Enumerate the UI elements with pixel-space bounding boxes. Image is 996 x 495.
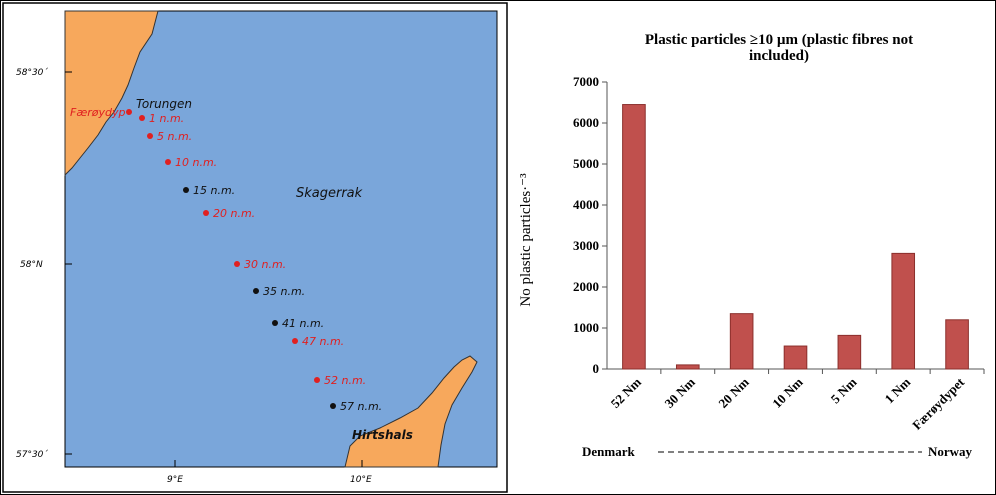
label-torungen: Torungen bbox=[136, 97, 192, 111]
norway-landmass bbox=[64, 10, 159, 177]
station-label: 52 n.m. bbox=[324, 374, 366, 387]
y-axis-label: No plastic particles·⁻³ bbox=[518, 173, 534, 307]
y-axis: 0 1000 2000 3000 4000 5000 6000 7000 bbox=[573, 74, 984, 376]
station-faroydyp bbox=[126, 109, 132, 115]
station-label: 20 n.m. bbox=[213, 207, 255, 220]
chart-title-line1: Plastic particles ≥10 µm (plastic fibres… bbox=[645, 32, 913, 48]
station-marker bbox=[253, 288, 259, 294]
x-tick-label: 5 Nm bbox=[828, 374, 860, 406]
station-marker bbox=[330, 403, 336, 409]
label-faroydyp: Færøydyp bbox=[70, 106, 126, 119]
chart-title-line2: included) bbox=[749, 48, 809, 64]
station-label: 5 n.m. bbox=[157, 130, 192, 143]
x-tick-label: Færøydypet bbox=[909, 374, 968, 433]
y-tick-label: 3000 bbox=[573, 238, 599, 253]
map-outer-border bbox=[2, 2, 508, 493]
x-tick-label: 1 Nm bbox=[882, 374, 914, 406]
lat-label-5830: 58°30´ bbox=[16, 67, 48, 78]
label-skagerrak: Skagerrak bbox=[296, 186, 363, 201]
bar bbox=[945, 319, 969, 370]
label-hirtshals: Hirtshals bbox=[352, 428, 413, 442]
y-tick-label: 7000 bbox=[573, 74, 599, 89]
map-panel: 58°30´ 58°N 57°30´ 9°E 10°E Færøydyp Tor… bbox=[2, 2, 508, 493]
station-label: 30 n.m. bbox=[244, 258, 286, 271]
lon-label-10e: 10°E bbox=[350, 475, 372, 485]
station-label: 35 n.m. bbox=[263, 285, 305, 298]
lat-label-5730: 57°30´ bbox=[16, 449, 48, 460]
station-marker bbox=[165, 159, 171, 165]
y-tick-label: 1000 bbox=[573, 320, 599, 335]
x-tick-label: 30 Nm bbox=[662, 374, 699, 411]
station-label: 57 n.m. bbox=[340, 400, 382, 413]
lat-label-58: 58°N bbox=[20, 260, 43, 270]
station-label: 15 n.m. bbox=[193, 184, 235, 197]
x-tick-label: 20 Nm bbox=[715, 374, 752, 411]
station-label: 1 n.m. bbox=[149, 112, 184, 125]
station-marker bbox=[183, 187, 189, 193]
station-label: 41 n.m. bbox=[282, 317, 324, 330]
y-tick-label: 2000 bbox=[573, 279, 599, 294]
bar-chart: Plastic particles ≥10 µm (plastic fibres… bbox=[518, 32, 985, 459]
x-tick-label: 10 Nm bbox=[769, 374, 806, 411]
bar bbox=[837, 334, 862, 370]
bar bbox=[622, 104, 646, 370]
x-tick-label: 52 Nm bbox=[608, 374, 645, 411]
station-marker bbox=[272, 320, 278, 326]
station-markers: 1 n.m. 5 n.m. 10 n.m. 15 n.m. 20 n.m. 30 n.m.… bbox=[139, 112, 382, 413]
station-marker bbox=[139, 115, 145, 121]
label-denmark: Denmark bbox=[582, 444, 635, 459]
bar bbox=[729, 313, 754, 370]
label-norway: Norway bbox=[928, 444, 973, 459]
sea-area bbox=[64, 10, 498, 468]
y-tick-label: 6000 bbox=[573, 115, 599, 130]
bar bbox=[675, 364, 700, 370]
y-tick-label: 4000 bbox=[573, 197, 599, 212]
bars bbox=[622, 104, 969, 370]
station-label: 47 n.m. bbox=[302, 335, 344, 348]
station-marker bbox=[203, 210, 209, 216]
station-marker bbox=[234, 261, 240, 267]
y-tick-label: 0 bbox=[593, 361, 600, 376]
station-marker bbox=[292, 338, 298, 344]
denmark-landmass bbox=[344, 355, 478, 468]
bar bbox=[891, 252, 916, 370]
station-marker bbox=[314, 377, 320, 383]
station-marker bbox=[147, 133, 153, 139]
bar bbox=[783, 345, 808, 370]
station-label: 10 n.m. bbox=[175, 156, 217, 169]
y-tick-label: 5000 bbox=[573, 156, 599, 171]
lon-label-9e: 9°E bbox=[167, 475, 183, 485]
